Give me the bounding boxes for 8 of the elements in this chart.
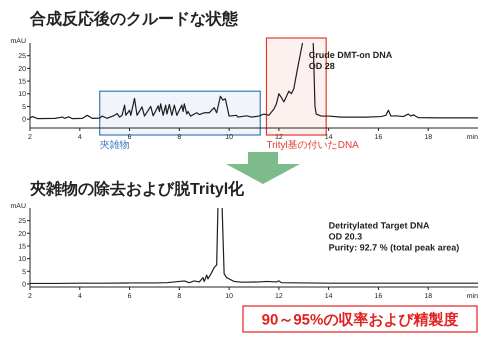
band-label: Trityl基の付いたDNA xyxy=(266,139,360,151)
text: 90～95%の収率および精製度 xyxy=(262,310,458,328)
chart-title: 夾雑物の除去および脱Trityl化 xyxy=(30,180,246,198)
chart-title: 合成反応後のクルードな状態 xyxy=(29,9,239,28)
annotation: OD 20.3 xyxy=(328,231,362,242)
band-label: 夾雑物 xyxy=(100,139,130,151)
annotation: Purity: 92.7 % (total peak area) xyxy=(328,242,460,252)
annotation: Detritylated Target DNA xyxy=(328,220,430,230)
